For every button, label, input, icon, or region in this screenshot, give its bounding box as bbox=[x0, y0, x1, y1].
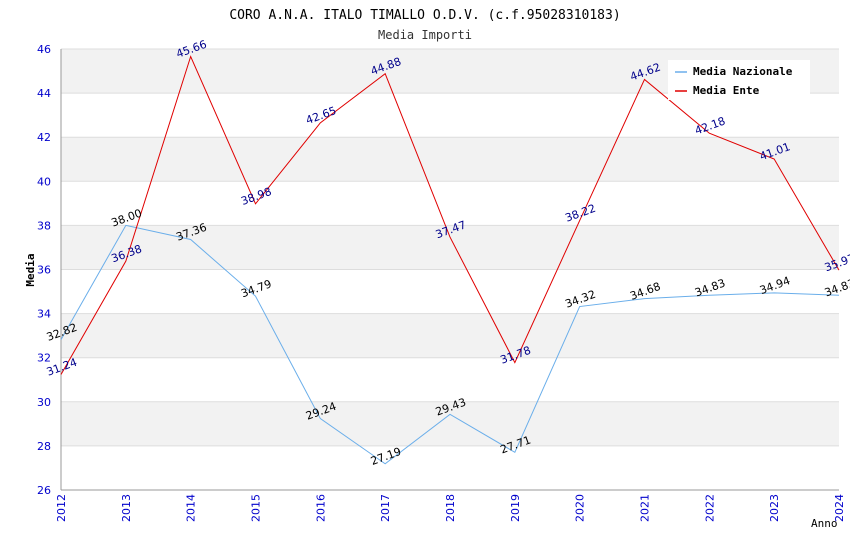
plot-background-bands bbox=[61, 49, 839, 490]
grid-band bbox=[61, 357, 839, 402]
chart-subtitle: Media Importi bbox=[378, 28, 472, 42]
x-tick-label: 2020 bbox=[574, 494, 587, 522]
y-tick-label: 38 bbox=[37, 219, 51, 232]
y-tick-label: 40 bbox=[37, 175, 51, 188]
x-axis-label: Anno bbox=[811, 517, 838, 530]
grid-band bbox=[61, 313, 839, 358]
x-tick-label: 2024 bbox=[833, 494, 846, 522]
x-tick-label: 2021 bbox=[639, 494, 652, 522]
y-axis-label: Media bbox=[24, 253, 37, 286]
x-tick-label: 2018 bbox=[444, 494, 457, 522]
x-tick-label: 2012 bbox=[55, 494, 68, 522]
x-tick-label: 2022 bbox=[703, 494, 716, 522]
x-tick-label: 2023 bbox=[768, 494, 781, 522]
y-tick-label: 32 bbox=[37, 352, 51, 365]
x-tick-label: 2015 bbox=[250, 494, 263, 522]
grid-band bbox=[61, 445, 839, 490]
grid-band bbox=[61, 181, 839, 226]
x-tick-label: 2019 bbox=[509, 494, 522, 522]
legend-label-media-ente: Media Ente bbox=[693, 84, 760, 97]
x-tick-label: 2014 bbox=[185, 494, 198, 522]
y-tick-labels: 26 28 30 32 34 36 38 40 42 44 46 bbox=[37, 43, 51, 497]
grid-band bbox=[61, 401, 839, 446]
grid-band bbox=[61, 137, 839, 182]
grid-band bbox=[61, 93, 839, 138]
y-tick-label: 44 bbox=[37, 87, 51, 100]
y-tick-label: 26 bbox=[37, 484, 51, 497]
chart-title: CORO A.N.A. ITALO TIMALLO O.D.V. (c.f.95… bbox=[229, 8, 620, 23]
x-tick-label: 2017 bbox=[379, 494, 392, 522]
y-tick-label: 36 bbox=[37, 264, 51, 277]
series-line-media-nazionale bbox=[60, 224, 840, 465]
y-tick-label: 28 bbox=[37, 440, 51, 453]
x-tick-label: 2016 bbox=[314, 494, 327, 522]
grid-band bbox=[61, 269, 839, 314]
y-tick-label: 46 bbox=[37, 43, 51, 56]
legend: Media Nazionale Media Ente bbox=[668, 60, 810, 100]
x-tick-label: 2013 bbox=[120, 494, 133, 522]
legend-box bbox=[668, 60, 810, 100]
x-tick-labels: 2012 2013 2014 2015 2016 2017 2018 2019 2020 2021… bbox=[55, 494, 846, 522]
y-tick-label: 30 bbox=[37, 396, 51, 409]
y-tick-label: 42 bbox=[37, 131, 51, 144]
series-lines bbox=[60, 55, 840, 465]
y-tick-label: 34 bbox=[37, 308, 51, 321]
grid-band bbox=[61, 225, 839, 270]
series-line-media-ente bbox=[60, 55, 840, 375]
legend-label-media-nazionale: Media Nazionale bbox=[693, 65, 793, 78]
